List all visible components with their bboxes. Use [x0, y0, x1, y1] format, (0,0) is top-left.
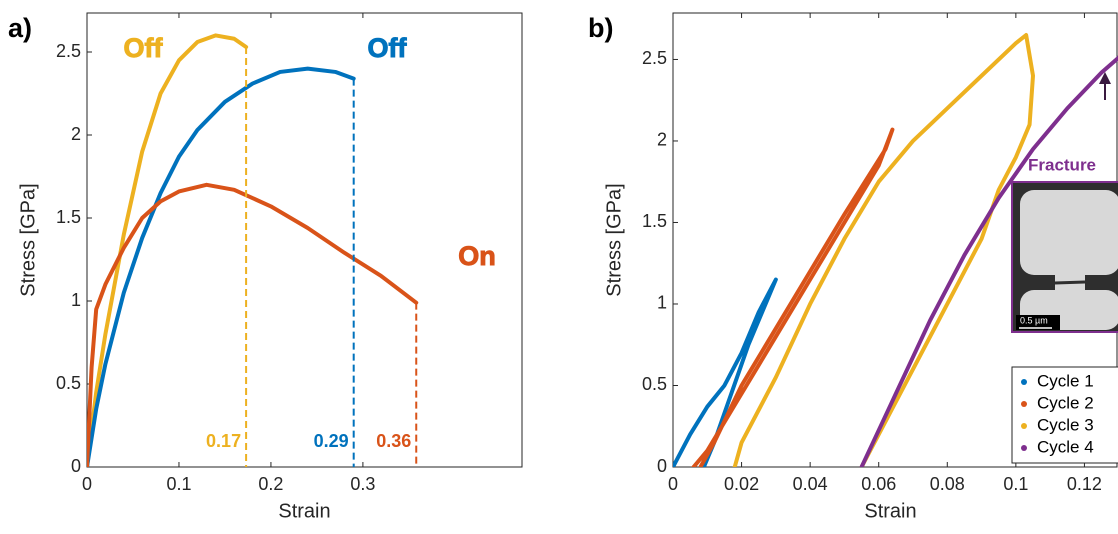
legend-marker [1021, 379, 1027, 385]
legend-label: Cycle 3 [1037, 415, 1094, 434]
y-tick-label: 0 [71, 456, 81, 476]
x-tick-label: 0.02 [724, 474, 759, 494]
y-tick-label: 0.5 [56, 373, 81, 393]
series-line [87, 66, 356, 467]
curve-label: Off [368, 33, 408, 63]
x-tick-label: 0.3 [350, 474, 375, 494]
y-tick-label: 2.5 [642, 48, 667, 68]
curve-label: Off [124, 33, 164, 63]
series-line [732, 33, 1035, 467]
inset-crack [1054, 280, 1086, 285]
legend-marker [1021, 445, 1027, 451]
curve-label: On [458, 241, 496, 271]
plot-area [86, 12, 523, 468]
series-line [673, 277, 778, 467]
x-tick-label: 0.08 [930, 474, 965, 494]
y-tick-label: 1 [71, 290, 81, 310]
y-tick-label: 1.5 [56, 207, 81, 227]
y-tick-label: 2.5 [56, 41, 81, 61]
y-tick-label: 0.5 [642, 374, 667, 394]
y-tick-label: 1 [657, 293, 667, 313]
x-tick-label: 0.04 [793, 474, 828, 494]
legend-marker [1021, 401, 1027, 407]
x-axis-label: Strain [864, 500, 916, 522]
scale-bar-bg [1016, 315, 1060, 330]
x-tick-label: 0.06 [861, 474, 896, 494]
legend-label: Cycle 2 [1037, 393, 1094, 412]
y-axis-label: Stress [GPa] [17, 183, 39, 296]
legend-label: Cycle 4 [1037, 437, 1094, 456]
panel-label: b) [588, 13, 613, 43]
end-label: 0.17 [206, 431, 241, 451]
inset-title: Fracture [1028, 155, 1096, 174]
y-tick-label: 1.5 [642, 211, 667, 231]
series-line [859, 55, 1118, 467]
inset: Fracture 0.5 µm [1011, 155, 1118, 333]
y-tick-label: 0 [657, 456, 667, 476]
x-tick-label: 0.1 [166, 474, 191, 494]
x-axis-label: Strain [278, 500, 330, 522]
end-label: 0.29 [314, 431, 349, 451]
legend-marker [1021, 423, 1027, 429]
series-group [673, 33, 1118, 467]
series-line [87, 182, 419, 467]
x-tick-label: 0 [668, 474, 678, 494]
end-label: 0.36 [376, 431, 411, 451]
x-tick-label: 0.1 [1003, 474, 1028, 494]
y-axis-label: Stress [GPa] [603, 183, 625, 296]
fracture-arrow [1099, 72, 1111, 100]
panel-label: a) [8, 13, 32, 43]
series-line [691, 127, 895, 467]
series-group [87, 33, 419, 467]
inset-pillar [1020, 190, 1118, 275]
series-line [87, 33, 249, 467]
x-tick-label: 0.12 [1067, 474, 1102, 494]
x-tick-label: 0.2 [258, 474, 283, 494]
x-tick-label: 0 [82, 474, 92, 494]
y-tick-label: 2 [657, 130, 667, 150]
y-tick-label: 2 [71, 124, 81, 144]
legend-label: Cycle 1 [1037, 371, 1094, 390]
legend-box [1011, 366, 1118, 464]
arrow-head [1099, 72, 1111, 84]
scale-bar-label: 0.5 µm [1020, 315, 1048, 325]
